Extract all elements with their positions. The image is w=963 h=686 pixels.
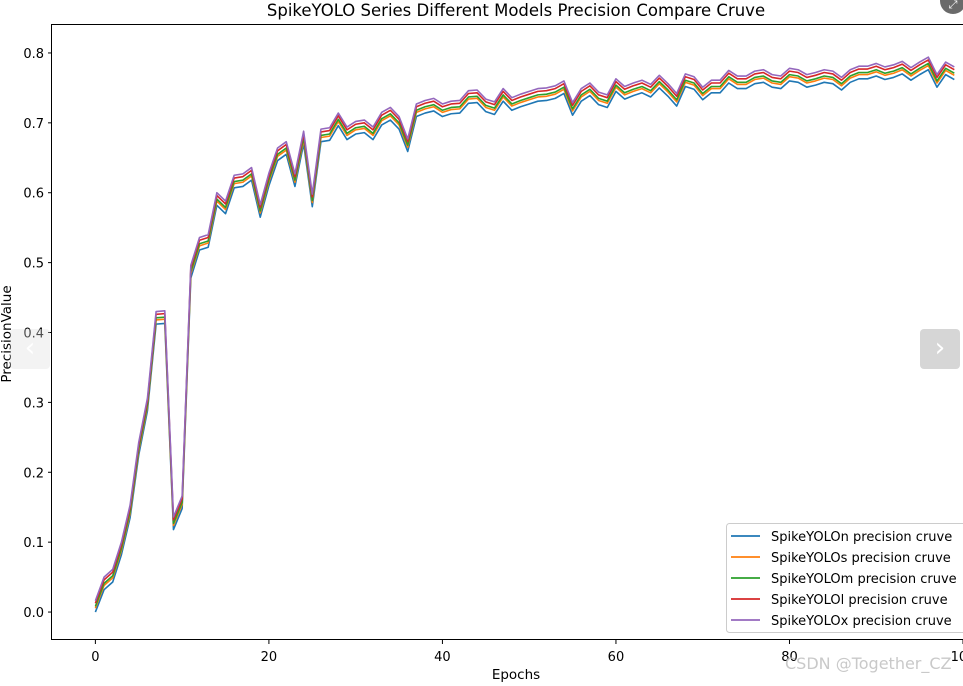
legend-label: SpikeYOLOx precision cruve [771, 614, 952, 629]
legend-label: SpikeYOLOm precision cruve [771, 572, 957, 587]
legend: SpikeYOLOn precision cruve SpikeYOLOs pre… [727, 524, 963, 633]
chevron-right-icon: › [935, 333, 945, 363]
legend-label: SpikeYOLOn precision cruve [771, 530, 952, 545]
x-axis-label: Epochs [492, 667, 540, 682]
legend-label: SpikeYOLOl precision cruve [771, 593, 948, 608]
chevron-left-icon: ‹ [25, 333, 35, 363]
y-tick-label: 0.5 [23, 257, 44, 272]
legend-label: SpikeYOLOs precision cruve [771, 551, 951, 566]
chart-title: SpikeYOLO Series Different Models Precis… [267, 1, 765, 20]
expand-icon: ⤢ [949, 0, 958, 11]
y-tick-label: 0.7 [23, 117, 44, 132]
previous-image-button[interactable]: ‹ [10, 329, 50, 369]
x-tick-label: 40 [434, 650, 451, 665]
x-tick-label: 0 [91, 650, 99, 665]
y-tick-label: 0.3 [23, 396, 44, 411]
x-tick-label: 60 [608, 650, 625, 665]
y-tick-label: 0.8 [23, 47, 44, 62]
x-tick-label: 20 [261, 650, 278, 665]
y-tick-label: 0.6 [23, 187, 44, 202]
y-tick-label: 0.0 [23, 606, 44, 621]
next-image-button[interactable]: › [920, 329, 960, 369]
x-tick-label: 100 [951, 650, 963, 665]
x-tick-label: 80 [781, 650, 798, 665]
y-tick-label: 0.2 [23, 466, 44, 481]
y-tick-label: 0.1 [23, 536, 44, 551]
